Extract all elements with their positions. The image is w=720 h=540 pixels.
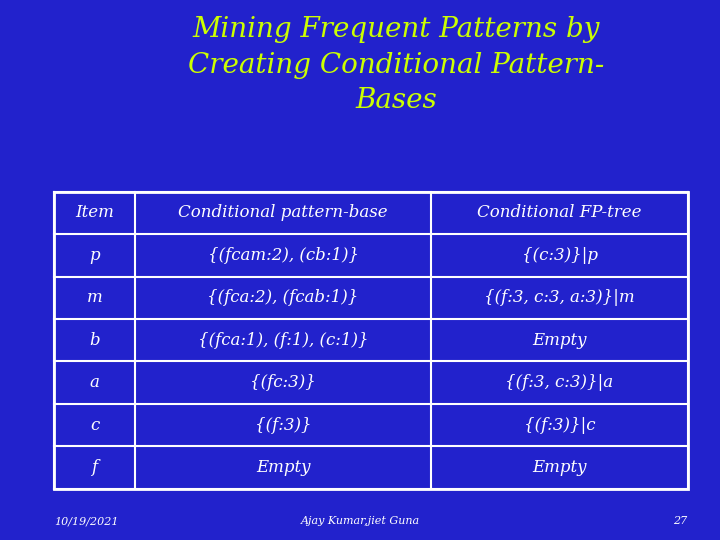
Text: {(fca:1), (f:1), (c:1)}: {(fca:1), (f:1), (c:1)}: [198, 332, 369, 349]
Text: {(f:3, c:3, a:3)}|m: {(f:3, c:3, a:3)}|m: [485, 289, 635, 306]
Text: m: m: [86, 289, 102, 306]
Text: f: f: [91, 459, 97, 476]
Text: Ajay Kumar,jiet Guna: Ajay Kumar,jiet Guna: [300, 516, 420, 526]
Text: Empty: Empty: [256, 459, 310, 476]
Text: Empty: Empty: [532, 459, 587, 476]
Text: 10/19/2021: 10/19/2021: [54, 516, 119, 526]
Text: 27: 27: [673, 516, 688, 526]
Text: Conditional pattern-base: Conditional pattern-base: [179, 205, 388, 221]
Text: {(f:3)}|c: {(f:3)}|c: [523, 416, 595, 434]
Bar: [54, 192, 688, 489]
Text: {(f:3, c:3)}|a: {(f:3, c:3)}|a: [505, 374, 613, 391]
Text: Conditional FP-tree: Conditional FP-tree: [477, 205, 642, 221]
Text: Empty: Empty: [532, 332, 587, 349]
Text: b: b: [89, 332, 100, 349]
Text: Mining Frequent Patterns by
Creating Conditional Pattern-
Bases: Mining Frequent Patterns by Creating Con…: [188, 16, 604, 114]
Text: {(fc:3)}: {(fc:3)}: [251, 374, 316, 391]
Text: {(fca:2), (fcab:1)}: {(fca:2), (fcab:1)}: [207, 289, 359, 306]
Text: c: c: [90, 416, 99, 434]
Text: p: p: [89, 247, 100, 264]
Text: Item: Item: [75, 205, 114, 221]
Text: a: a: [89, 374, 99, 391]
Text: {(f:3)}: {(f:3)}: [255, 416, 312, 434]
Text: {(fcam:2), (cb:1)}: {(fcam:2), (cb:1)}: [207, 247, 359, 264]
Text: {(c:3)}|p: {(c:3)}|p: [521, 247, 598, 264]
